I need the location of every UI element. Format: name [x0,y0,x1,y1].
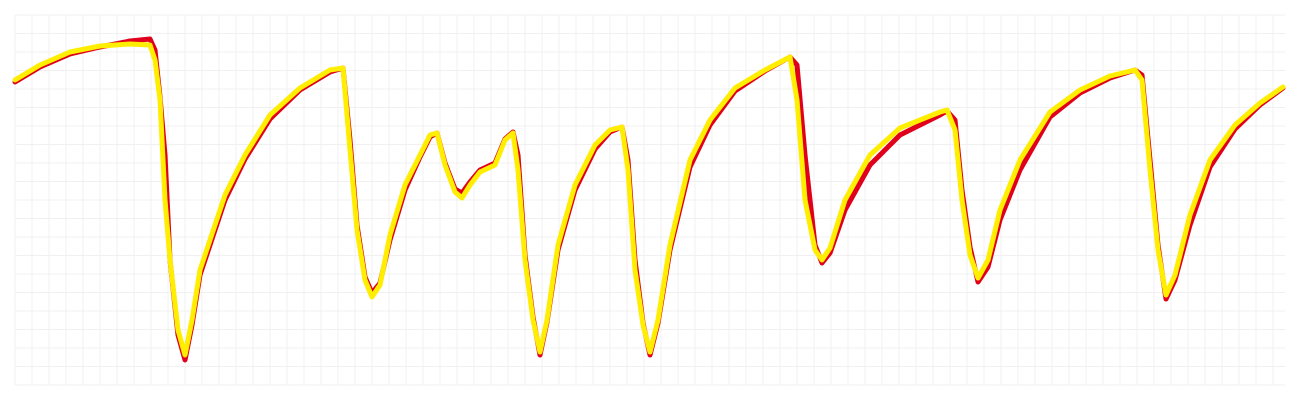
line-series [12,41,1286,358]
